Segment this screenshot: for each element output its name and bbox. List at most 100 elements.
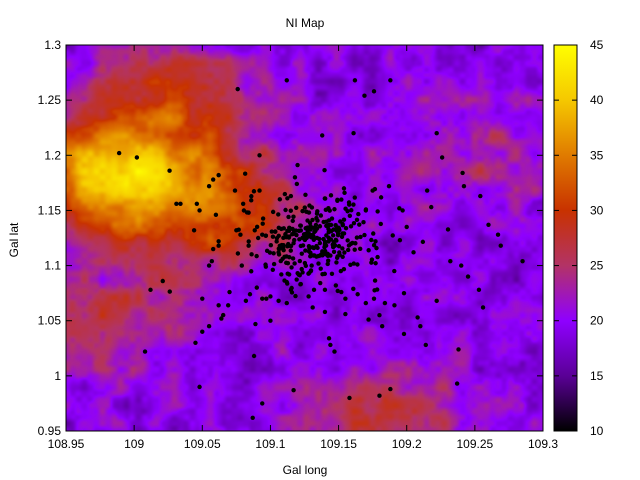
data-point	[247, 292, 253, 297]
data-point	[277, 197, 283, 202]
data-point	[216, 172, 221, 178]
data-point	[322, 245, 327, 250]
data-point	[314, 215, 319, 221]
data-point	[216, 243, 221, 248]
data-point	[286, 228, 292, 233]
data-point	[366, 248, 371, 253]
data-point	[327, 208, 332, 213]
data-point	[392, 268, 397, 274]
data-point	[167, 289, 172, 294]
data-point	[347, 213, 353, 218]
data-point	[371, 296, 377, 301]
data-point	[274, 239, 279, 244]
data-point	[298, 243, 304, 249]
data-point	[388, 78, 393, 83]
data-point	[324, 252, 329, 257]
data-point	[303, 226, 308, 231]
data-point	[361, 220, 366, 225]
data-point	[434, 298, 439, 304]
data-point	[294, 277, 299, 282]
data-point	[246, 243, 251, 248]
data-point	[354, 217, 360, 222]
data-point	[456, 347, 461, 352]
data-point	[312, 229, 317, 235]
data-point	[225, 303, 231, 308]
data-point	[276, 250, 281, 255]
data-point	[284, 300, 289, 306]
data-point	[300, 270, 305, 275]
data-point	[340, 231, 345, 236]
data-point	[347, 395, 352, 401]
data-point	[373, 261, 378, 266]
data-point	[285, 281, 290, 286]
data-point	[369, 237, 374, 243]
colorbar-tick-label: 30	[590, 203, 604, 217]
data-point	[269, 229, 274, 234]
data-point	[289, 265, 294, 270]
data-point	[306, 210, 312, 215]
data-point	[495, 232, 501, 237]
colorbar-tick-label: 20	[590, 314, 604, 328]
colorbar-tick-label: 35	[590, 148, 604, 162]
x-tick-label: 109	[124, 437, 144, 451]
data-point	[404, 224, 409, 230]
data-point	[257, 153, 262, 158]
data-point	[264, 296, 269, 301]
data-point	[322, 196, 328, 201]
data-point	[358, 234, 363, 240]
x-tick-label: 109.05	[184, 437, 221, 451]
data-point	[250, 415, 255, 420]
data-point	[328, 237, 334, 242]
data-point	[461, 183, 467, 189]
data-point	[362, 93, 367, 98]
x-tick-label: 109.15	[320, 437, 357, 451]
data-point	[302, 205, 307, 210]
data-point	[206, 324, 212, 329]
data-point	[235, 251, 241, 256]
data-point	[374, 245, 379, 251]
data-point	[309, 263, 314, 268]
data-point	[311, 287, 317, 293]
data-point	[400, 208, 405, 213]
data-point	[318, 213, 324, 218]
data-point	[287, 255, 292, 260]
data-point	[350, 240, 355, 246]
data-point	[317, 240, 323, 246]
data-point	[297, 258, 303, 264]
plot-area	[65, 44, 544, 432]
data-point	[323, 207, 329, 213]
data-point	[264, 248, 270, 254]
data-point	[459, 263, 464, 268]
data-point	[371, 89, 377, 94]
data-point	[216, 239, 221, 244]
data-point	[326, 336, 332, 341]
data-point	[272, 229, 278, 234]
data-point	[388, 386, 393, 392]
data-point	[401, 290, 407, 296]
data-point	[316, 261, 321, 266]
data-point	[249, 194, 254, 199]
colorbar-tick-label: 15	[590, 369, 604, 383]
data-point	[283, 207, 288, 213]
data-point	[286, 214, 291, 220]
data-point	[342, 190, 347, 196]
data-point	[321, 236, 326, 242]
data-point	[263, 233, 269, 238]
data-point	[252, 228, 257, 233]
data-point	[342, 250, 347, 255]
data-point	[343, 206, 348, 211]
data-point	[378, 195, 384, 200]
y-tick-label: 1.3	[44, 38, 61, 52]
data-point	[268, 294, 273, 299]
data-point	[315, 209, 320, 214]
x-tick-label: 109.3	[528, 437, 558, 451]
data-point	[434, 131, 439, 136]
data-point	[200, 329, 205, 334]
data-point	[284, 260, 289, 266]
data-point	[290, 226, 295, 232]
data-point	[420, 239, 426, 245]
data-point	[242, 171, 248, 176]
data-point	[346, 243, 352, 248]
data-point	[235, 86, 240, 92]
data-point	[328, 342, 333, 348]
